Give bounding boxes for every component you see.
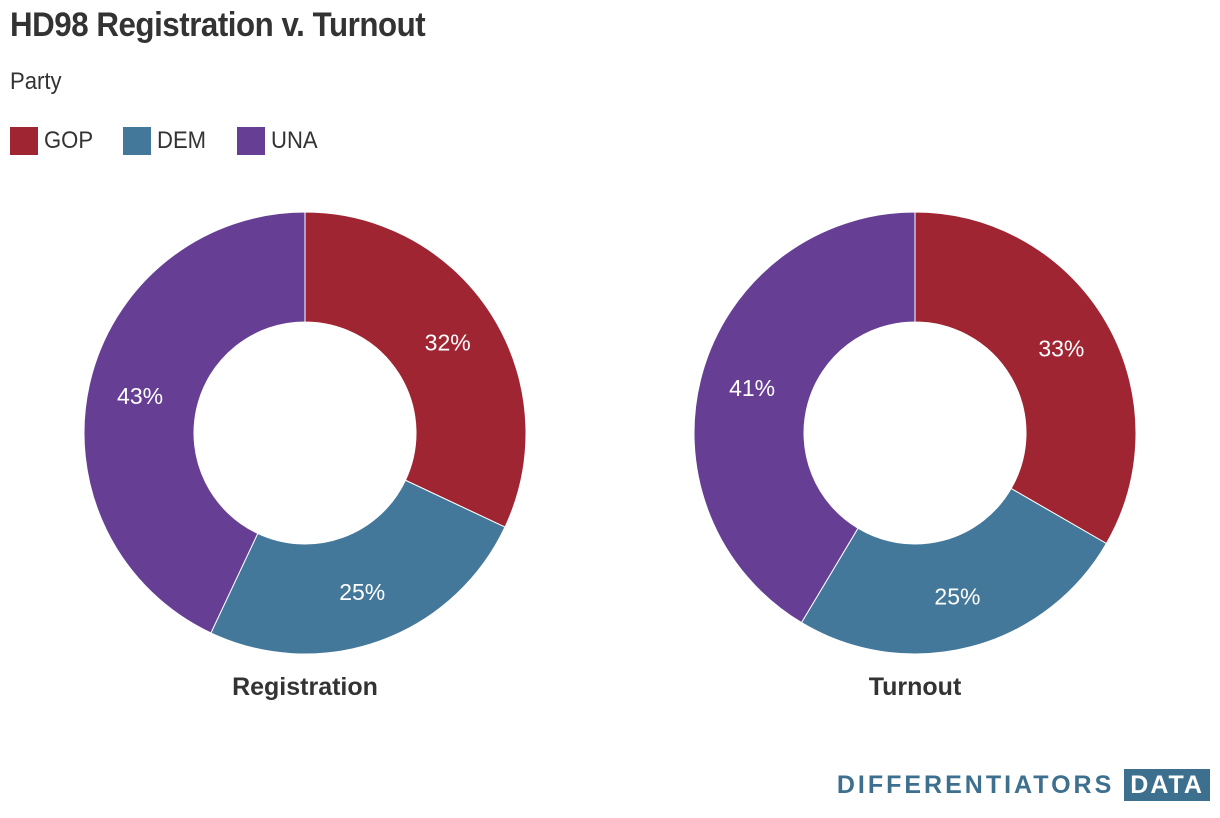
chart-label-registration: Registration — [232, 673, 378, 701]
legend-label-dem: DEM — [157, 127, 207, 154]
legend-swatch-dem — [123, 127, 152, 155]
data-label-una-turnout: 41% — [729, 375, 775, 401]
legend-swatch-gop — [10, 127, 38, 155]
data-label-gop-turnout: 33% — [1038, 336, 1084, 362]
data-label-dem-registration: 25% — [339, 579, 385, 605]
brand-logo: DIFFERENTIATORS DATA — [837, 768, 1210, 802]
chart-label-turnout: Turnout — [869, 673, 962, 701]
legend: GOP DEM UNA — [10, 126, 347, 156]
data-label-dem-turnout: 25% — [934, 584, 980, 610]
slice-dem-turnout[interactable] — [800, 487, 1108, 655]
legend-label-una: UNA — [270, 127, 318, 154]
chart-title: HD98 Registration v. Turnout — [10, 6, 426, 44]
legend-swatch-una — [236, 127, 265, 155]
legend-item-gop[interactable]: GOP — [10, 127, 97, 155]
legend-item-una[interactable]: UNA — [236, 127, 322, 155]
slice-una-turnout[interactable] — [693, 211, 916, 624]
slice-gop-registration[interactable] — [304, 211, 527, 528]
data-label-una-registration: 43% — [117, 383, 163, 409]
chart-subtitle: Party — [10, 68, 62, 95]
data-label-gop-registration: 32% — [425, 329, 471, 355]
legend-item-dem[interactable]: DEM — [123, 127, 210, 155]
brand-data-box: DATA — [1124, 769, 1210, 801]
slice-dem-registration[interactable] — [210, 479, 506, 655]
donut-registration: 32% 25% 43% Registration — [83, 211, 527, 701]
slice-gop-turnout[interactable] — [914, 211, 1137, 545]
brand-name: DIFFERENTIATORS — [836, 770, 1115, 799]
slice-una-registration[interactable] — [83, 211, 306, 634]
donut-turnout: 33% 25% 41% Turnout — [693, 211, 1137, 701]
legend-label-gop: GOP — [44, 127, 94, 154]
